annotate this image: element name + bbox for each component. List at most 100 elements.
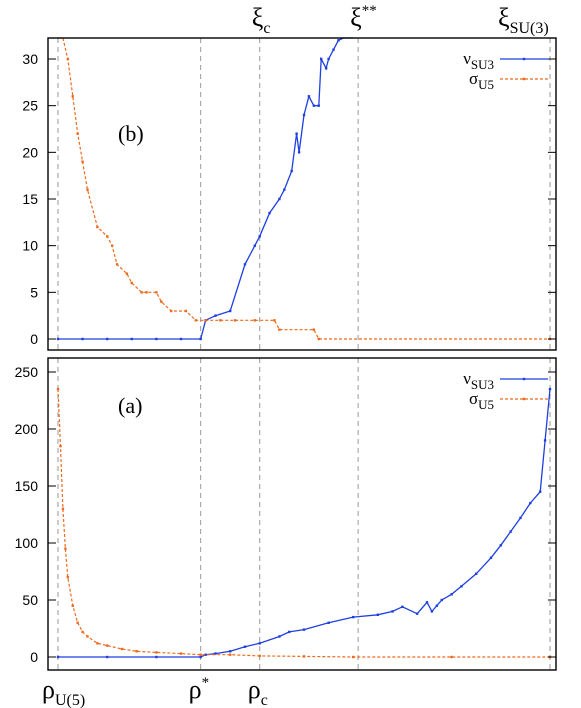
y-tick-label: 0 <box>30 331 38 347</box>
legend-nu-label: νSU3 <box>463 49 494 72</box>
nu-su3-point <box>243 263 247 266</box>
y-tick-label: 5 <box>30 284 38 300</box>
nu-su3-point <box>376 613 379 617</box>
sigma-u5-point <box>219 319 222 322</box>
nu-su3-point <box>258 235 261 238</box>
panel-a-series <box>56 387 552 659</box>
panel-b-series <box>56 37 552 341</box>
nu-su3-point <box>268 211 271 215</box>
sigma-u5-point <box>86 188 89 191</box>
nu-su3-line <box>58 389 551 658</box>
nu-su3-point <box>320 57 323 61</box>
nu-su3-point <box>229 309 232 313</box>
sigma-u5-line <box>58 37 550 340</box>
y-tick-label: 0 <box>30 649 38 665</box>
sigma-u5-point <box>273 319 276 322</box>
sigma-u5-point <box>278 328 281 331</box>
nu-su3-point <box>391 610 394 613</box>
sigma-u5-point <box>96 642 99 645</box>
legend-marker <box>522 397 526 401</box>
nu-su3-point <box>425 601 429 604</box>
nu-su3-point <box>543 439 547 442</box>
sigma-u5-point <box>302 655 306 658</box>
sigma-u5-point <box>110 244 114 247</box>
sigma-u5-point <box>352 655 355 659</box>
sigma-u5-point <box>59 444 62 448</box>
panel-b-vlines <box>57 38 551 350</box>
panel-b-top-labels: ξc ξ** ξSU(3) <box>252 3 549 37</box>
nu-su3-point <box>106 655 109 659</box>
panel-b-y-ticks: 0 5 10 15 20 25 30 <box>22 51 556 347</box>
sigma-u5-point <box>317 337 320 341</box>
nu-su3-point <box>324 67 328 70</box>
sigma-u5-point <box>125 272 129 275</box>
nu-su3-point <box>56 337 60 341</box>
nu-su3-point <box>435 604 439 607</box>
sigma-u5-point <box>312 328 316 331</box>
sigma-u5-point <box>258 654 261 658</box>
nu-su3-point <box>258 642 261 645</box>
nu-su3-point <box>204 653 207 656</box>
nu-su3-point <box>288 630 291 634</box>
nu-su3-point <box>475 572 478 575</box>
nu-su3-point <box>312 104 316 107</box>
sigma-u5-point <box>64 547 67 550</box>
nu-su3-point <box>199 337 202 341</box>
sigma-u5-point <box>71 95 74 98</box>
nu-su3-point <box>460 585 463 588</box>
y-tick-label: 250 <box>15 364 39 380</box>
nu-su3-point <box>302 628 306 631</box>
nu-su3-point <box>450 593 453 596</box>
sigma-u5-point <box>115 263 119 266</box>
sigma-u5-point <box>179 652 183 655</box>
y-tick-label: 15 <box>22 191 38 207</box>
sigma-u5-point <box>81 630 84 634</box>
sigma-u5-point <box>233 319 237 322</box>
legend-nu-label: νSU3 <box>463 369 494 392</box>
nu-su3-point <box>529 501 532 505</box>
sigma-u5-point <box>86 635 89 638</box>
label-rho_c: ρc <box>248 675 268 708</box>
label-xi_ss: ξ** <box>350 3 377 32</box>
legend-marker <box>522 77 526 81</box>
nu-su3-point <box>509 530 512 533</box>
nu-su3-point <box>401 605 404 609</box>
nu-su3-point <box>81 337 84 341</box>
panel-a-y-ticks: 0 50 100 150 200 250 <box>15 364 556 665</box>
sigma-u5-point <box>169 309 173 313</box>
y-tick-label: 20 <box>22 144 38 160</box>
legend-marker <box>522 377 526 381</box>
panel-a-frame <box>47 357 557 671</box>
nu-su3-point <box>199 655 202 659</box>
sigma-u5-point <box>130 281 133 285</box>
nu-su3-point <box>538 490 542 493</box>
nu-su3-point <box>297 151 301 154</box>
sigma-u5-point <box>145 291 148 294</box>
nu-su3-point <box>332 48 335 51</box>
panel-a-vlines <box>57 358 551 670</box>
nu-su3-point <box>337 39 340 42</box>
nu-su3-point <box>307 95 311 98</box>
sigma-u5-point <box>81 160 84 163</box>
nu-su3-point <box>440 598 443 602</box>
panel-b-label: (b) <box>118 121 144 146</box>
sigma-u5-point <box>120 647 124 651</box>
nu-su3-point <box>519 516 522 520</box>
nu-su3-point <box>278 197 281 201</box>
sigma-u5-line <box>57 389 550 658</box>
panel-a-bottom-labels: ρU(5) ρ* ρc <box>42 675 268 708</box>
nu-su3-point <box>295 132 298 135</box>
nu-su3-point <box>253 244 256 247</box>
nu-su3-point <box>56 655 60 659</box>
nu-su3-point <box>430 610 434 613</box>
nu-su3-point <box>499 544 502 547</box>
sigma-u5-point <box>155 291 158 294</box>
sigma-u5-point <box>56 387 60 391</box>
label-xi_c: ξc <box>252 3 271 37</box>
y-tick-label: 25 <box>22 98 38 114</box>
label-rho_star: ρ* <box>189 675 209 704</box>
